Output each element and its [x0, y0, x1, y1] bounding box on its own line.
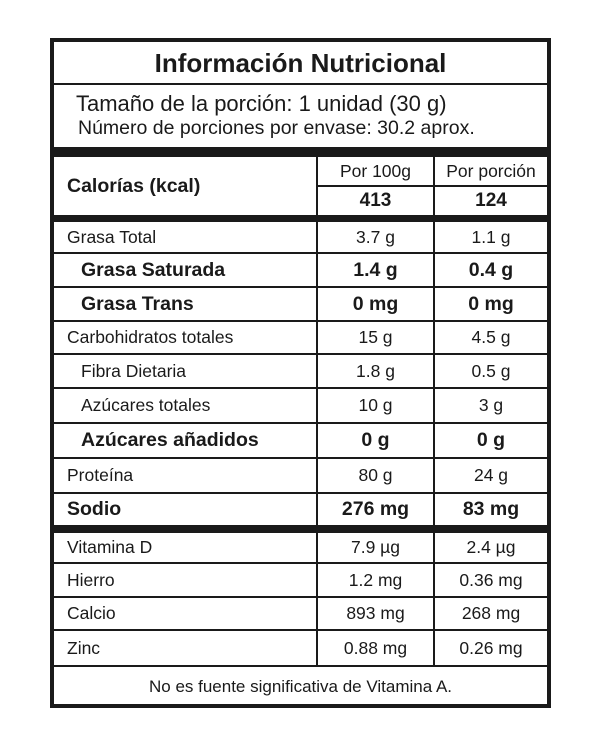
nutrient-row: Carbohidratos totales 15 g 4.5 g: [54, 322, 547, 355]
value-per-serving: 83 mg: [462, 498, 520, 520]
nutrient-name: Azúcares añadidos: [54, 424, 318, 457]
nutrient-row: Fibra Dietaria 1.8 g 0.5 g: [54, 355, 547, 389]
nutrient-row: Grasa Trans 0 mg 0 mg: [54, 288, 547, 322]
serving-info: Tamaño de la porción: 1 unidad (30 g) Nú…: [54, 85, 547, 149]
value-per-serving: 2.4 µg: [466, 537, 516, 557]
nutrient-name: Vitamina D: [54, 533, 318, 562]
nutrient-row: Proteína 80 g 24 g: [54, 459, 547, 494]
nutrient-row: Sodio 276 mg 83 mg: [54, 494, 547, 525]
value-per-serving: 0.4 g: [468, 258, 514, 281]
value-per-serving: 4.5 g: [471, 327, 511, 347]
value-per-100g: 0.88 mg: [318, 631, 435, 665]
value-per-100g: 10 g: [318, 389, 435, 422]
label-title: Información Nutricional: [54, 42, 547, 85]
micronutrients-table: Vitamina D 7.9 µg 2.4 µg Hierro 1.2 mg 0.36 m…: [54, 533, 547, 665]
nutrient-name: Azúcares totales: [54, 389, 318, 422]
value-per-100g: 7.9 µg: [318, 533, 435, 562]
value-per-100g: 1.4 g: [318, 254, 435, 286]
nutrient-name: Grasa Total: [54, 222, 318, 252]
per-100g-column: Por 100g 413: [318, 157, 435, 215]
nutrient-name: Hierro: [54, 564, 318, 596]
calories-label: Calorías (kcal): [54, 157, 318, 215]
value-per-serving: 0 g: [476, 429, 506, 451]
nutrient-name: Grasa Trans: [54, 288, 318, 320]
per-serving-column: Por porción 124: [435, 157, 547, 215]
value-per-serving: 0.36 mg: [459, 569, 523, 590]
thick-divider: [54, 525, 547, 533]
value-per-100g: 15 g: [318, 322, 435, 353]
nutrient-name: Sodio: [54, 494, 318, 525]
value-per-serving: 0.26 mg: [459, 637, 523, 658]
nutrition-facts-label: Información Nutricional Tamaño de la por…: [50, 38, 551, 708]
value-per-serving: 3 g: [478, 395, 504, 415]
nutrient-row: Vitamina D 7.9 µg 2.4 µg: [54, 533, 547, 564]
value-per-serving: 0.5 g: [471, 360, 511, 381]
calories-per-100g: 413: [359, 190, 392, 211]
nutrient-row: Hierro 1.2 mg 0.36 mg: [54, 564, 547, 598]
nutrient-name: Carbohidratos totales: [54, 322, 318, 353]
value-per-100g: 276 mg: [318, 494, 435, 525]
servings-per-container: Número de porciones por envase: 30.2 apr…: [78, 117, 475, 139]
nutrient-name: Zinc: [54, 631, 318, 665]
value-per-serving: 24 g: [473, 465, 509, 485]
value-per-100g: 1.2 mg: [318, 564, 435, 596]
value-per-100g: 0 g: [318, 424, 435, 457]
calories-per-serving: 124: [475, 190, 507, 211]
per-100g-header: Por 100g: [318, 157, 433, 187]
nutrient-row: Grasa Saturada 1.4 g 0.4 g: [54, 254, 547, 288]
value-per-serving: 1.1 g: [471, 226, 511, 247]
value-per-serving: 268 mg: [461, 603, 521, 623]
nutrients-table: Grasa Total 3.7 g 1.1 g Grasa Saturada 1.4 g…: [54, 222, 547, 525]
nutrient-row: Grasa Total 3.7 g 1.1 g: [54, 222, 547, 254]
nutrient-row: Zinc 0.88 mg 0.26 mg: [54, 631, 547, 665]
nutrient-name: Calcio: [54, 598, 318, 629]
value-per-100g: 80 g: [318, 459, 435, 492]
value-per-100g: 0 mg: [318, 288, 435, 320]
per-serving-header: Por porción: [435, 157, 547, 187]
thick-divider: [54, 215, 547, 222]
nutrient-name: Grasa Saturada: [54, 254, 318, 286]
nutrient-row: Calcio 893 mg 268 mg: [54, 598, 547, 631]
calories-row: Calorías (kcal) Por 100g 413 Por porción…: [54, 157, 547, 215]
value-per-100g: 1.8 g: [318, 355, 435, 387]
value-per-serving: 0 mg: [468, 292, 514, 315]
footer-note: No es fuente significativa de Vitamina A…: [54, 665, 547, 707]
thick-divider: [54, 149, 547, 157]
nutrient-row: Azúcares totales 10 g 3 g: [54, 389, 547, 424]
nutrient-name: Proteína: [54, 459, 318, 492]
serving-size: Tamaño de la porción: 1 unidad (30 g): [76, 91, 447, 116]
nutrient-name: Fibra Dietaria: [54, 355, 318, 387]
value-per-100g: 893 mg: [318, 598, 435, 629]
value-per-100g: 3.7 g: [318, 222, 435, 252]
